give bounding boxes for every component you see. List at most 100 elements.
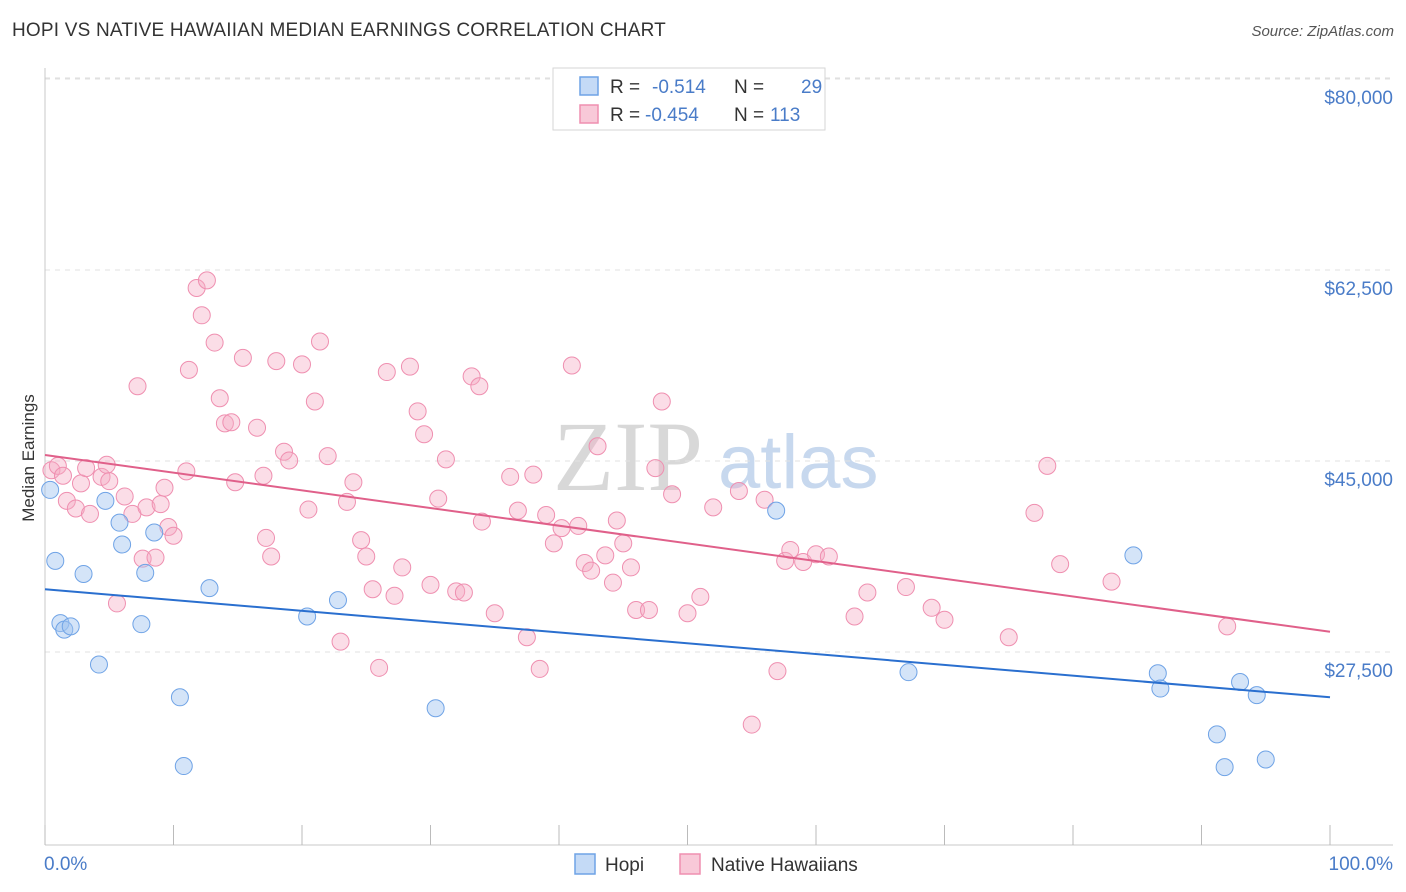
hopi-point <box>1124 546 1143 565</box>
native-hawaiian-point <box>128 377 147 396</box>
native-hawaiian-point <box>614 534 633 553</box>
native-hawaiian-point <box>552 519 571 538</box>
native-hawaiian-point <box>257 528 276 547</box>
native-hawaiian-point <box>922 598 941 617</box>
native-hawaiian-point <box>164 526 183 545</box>
legend-swatch-hawaiian <box>579 104 599 124</box>
native-hawaiian-point <box>310 332 329 351</box>
series-legend: Hopi Native Hawaiians <box>574 853 858 876</box>
native-hawaiian-point <box>470 377 489 396</box>
native-hawaiians-points <box>42 271 1237 734</box>
native-hawaiian-point <box>107 594 126 613</box>
native-hawaiian-point <box>357 547 376 566</box>
native-hawaiian-point <box>652 392 671 411</box>
native-hawaiian-point <box>222 413 241 432</box>
native-hawaiian-point <box>742 715 761 734</box>
native-hawaiian-point <box>501 467 520 486</box>
native-hawaiian-point <box>1051 555 1070 574</box>
legend-bottom-label-hopi: Hopi <box>605 855 644 876</box>
x-tick-label-min: 0.0% <box>44 854 87 875</box>
native-hawaiian-point <box>999 628 1018 647</box>
native-hawaiian-point <box>436 450 455 469</box>
native-hawaiian-point <box>691 587 710 606</box>
hopi-point <box>136 563 155 582</box>
native-hawaiian-point <box>935 610 954 629</box>
native-hawaiian-point <box>215 414 234 433</box>
watermark-atlas: atlas <box>718 420 879 505</box>
legend-n-value-hopi: 29 <box>801 77 822 98</box>
legend-r-label-hawaiian: R = <box>610 105 640 126</box>
native-hawaiian-point <box>177 462 196 481</box>
hopi-point <box>110 513 129 532</box>
native-hawaiian-point <box>729 482 748 501</box>
native-hawaiian-point <box>1038 456 1057 475</box>
hopi-point <box>61 617 80 636</box>
legend-r-value-hopi: -0.514 <box>652 77 706 98</box>
axes <box>44 68 1393 846</box>
native-hawaiian-point <box>530 659 549 678</box>
native-hawaiian-point <box>768 662 787 681</box>
native-hawaiian-point <box>408 402 427 421</box>
native-hawaiian-point <box>352 531 371 550</box>
native-hawaiian-point <box>385 586 404 605</box>
y-tick-label: $27,500 <box>1324 661 1393 682</box>
native-hawaiian-point <box>1102 572 1121 591</box>
correlation-legend: R = -0.514 N = 29 R = -0.454 N = 113 <box>552 67 826 131</box>
native-hawaiian-point <box>344 473 363 492</box>
native-hawaiian-point <box>858 583 877 602</box>
native-hawaiian-point <box>485 604 504 623</box>
native-hawaiian-point <box>627 600 646 619</box>
native-hawaiian-point <box>318 447 337 466</box>
native-hawaiian-point <box>187 279 206 297</box>
native-hawaiian-point <box>562 356 581 375</box>
native-hawaiian-point <box>454 583 473 602</box>
native-hawaiian-point <box>53 466 72 485</box>
x-axis-ticks <box>44 825 1331 845</box>
native-hawaiian-point <box>205 333 224 352</box>
hopi-point <box>145 523 164 542</box>
native-hawaiian-point <box>305 392 324 411</box>
native-hawaiian-point <box>377 363 396 382</box>
native-hawaiian-point <box>569 516 588 535</box>
native-hawaiian-point <box>819 547 838 566</box>
native-hawaiian-point <box>537 506 556 525</box>
native-hawaiian-point <box>363 580 382 599</box>
legend-bottom-label-hawaiian: Native Hawaiians <box>711 855 858 876</box>
legend-n-value-hawaiian: 113 <box>770 105 800 126</box>
hopi-point <box>899 663 918 682</box>
chart-title: HOPI VS NATIVE HAWAIIAN MEDIAN EARNINGS … <box>12 20 666 41</box>
native-hawaiian-point <box>544 534 563 553</box>
legend-n-label-hopi: N = <box>734 77 764 98</box>
legend-swatch-hopi <box>579 76 599 96</box>
hopi-point <box>1256 750 1275 769</box>
native-hawaiian-point <box>678 604 697 623</box>
native-hawaiian-point <box>151 495 170 514</box>
native-hawaiian-point <box>133 549 152 568</box>
hopi-point <box>132 615 151 634</box>
native-hawaiian-point <box>137 498 156 517</box>
y-tick-label: $80,000 <box>1324 88 1393 109</box>
x-tick-label-max: 100.0% <box>1329 854 1394 875</box>
hopi-point <box>328 591 347 610</box>
native-hawaiian-point <box>845 607 864 626</box>
native-hawaiian-point <box>582 561 601 580</box>
native-hawaiian-point <box>233 348 252 367</box>
native-hawaiian-point <box>588 437 607 456</box>
hopi-point <box>1207 725 1226 744</box>
native-hawaiian-point <box>472 512 491 531</box>
hopi-point <box>46 551 65 570</box>
native-hawaiian-point <box>704 498 723 517</box>
native-hawaiian-point <box>275 442 294 461</box>
native-hawaiian-point <box>1025 503 1044 522</box>
legend-bottom-swatch-hopi <box>574 853 596 875</box>
native-hawaiian-point <box>508 501 527 520</box>
hopi-point <box>1148 664 1167 683</box>
native-hawaiian-point <box>71 474 90 493</box>
native-hawaiian-point <box>639 600 658 619</box>
source-label: Source: ZipAtlas.com <box>1251 23 1394 40</box>
native-hawaiian-point <box>429 489 448 508</box>
native-hawaiian-point <box>596 546 615 565</box>
legend-r-label-hopi: R = <box>610 77 640 98</box>
hopi-point <box>1247 686 1266 705</box>
native-hawaiian-point <box>415 425 434 444</box>
